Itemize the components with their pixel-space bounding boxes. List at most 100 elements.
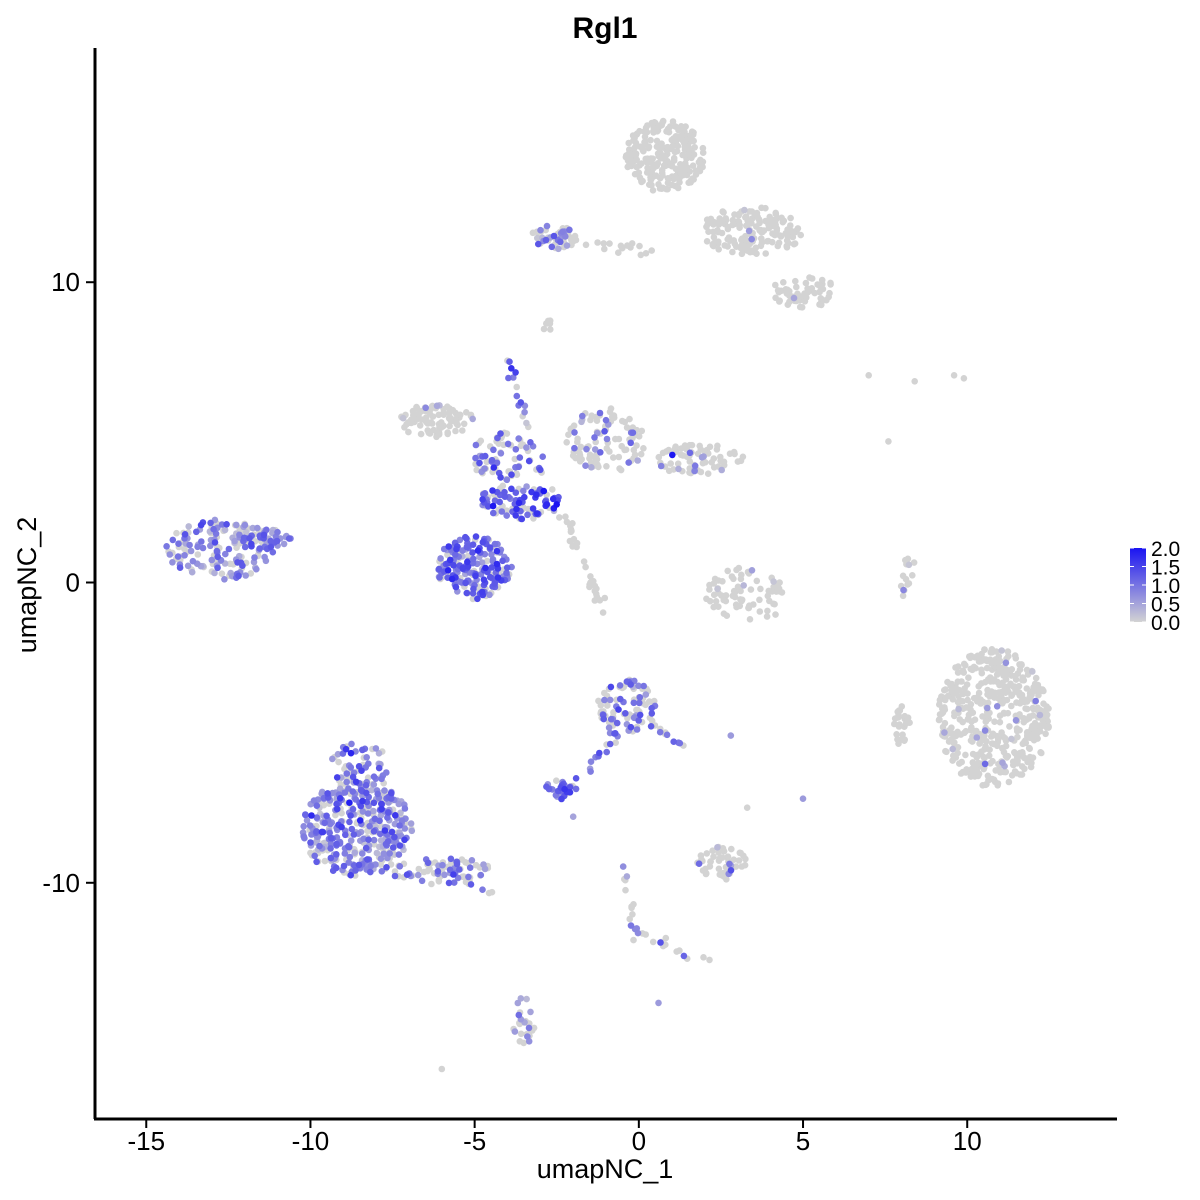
data-point	[435, 878, 443, 885]
data-point	[968, 724, 975, 731]
data-point	[647, 723, 655, 730]
data-point	[535, 240, 542, 248]
data-point	[336, 795, 344, 802]
data-point	[588, 464, 595, 471]
data-point	[720, 209, 727, 216]
data-point	[685, 151, 692, 158]
data-point	[415, 411, 422, 419]
data-point	[1002, 659, 1010, 667]
data-point	[783, 288, 790, 296]
data-point	[348, 825, 356, 833]
data-point	[377, 855, 385, 862]
data-point	[981, 727, 989, 734]
data-point	[473, 466, 481, 474]
data-point	[218, 570, 226, 577]
data-point	[479, 539, 487, 546]
data-point	[729, 216, 737, 224]
data-point	[223, 521, 230, 528]
data-point	[395, 851, 403, 858]
data-point	[689, 162, 697, 169]
data-point	[695, 860, 703, 867]
data-point	[583, 445, 590, 453]
data-point	[674, 460, 682, 468]
data-point	[550, 232, 558, 240]
data-point	[736, 224, 743, 231]
data-point	[185, 523, 192, 530]
data-point	[606, 696, 614, 704]
y-axis-label: umapNC_2	[12, 517, 42, 654]
data-point	[398, 817, 406, 824]
data-point	[478, 588, 486, 596]
data-point	[199, 544, 207, 552]
data-point	[710, 603, 717, 611]
data-point	[981, 760, 989, 768]
data-point	[1008, 735, 1015, 743]
data-point	[349, 773, 357, 781]
data-point	[709, 847, 716, 854]
data-point	[628, 903, 635, 910]
data-point	[433, 433, 440, 441]
data-point	[488, 564, 496, 571]
data-point	[481, 465, 488, 472]
data-point	[1030, 684, 1037, 691]
data-point	[1006, 723, 1013, 730]
data-point	[384, 838, 392, 845]
data-point	[993, 703, 1001, 710]
data-point	[894, 736, 901, 743]
data-point	[1023, 685, 1031, 692]
data-point	[635, 682, 642, 690]
data-point	[521, 493, 528, 501]
data-point	[435, 565, 443, 573]
data-point	[470, 555, 477, 563]
data-point	[515, 1011, 523, 1019]
data-point	[991, 689, 999, 697]
data-point	[484, 503, 492, 510]
data-point	[752, 244, 760, 252]
data-point	[996, 718, 1004, 726]
data-point	[208, 556, 216, 564]
data-point	[490, 464, 498, 471]
data-point	[384, 814, 391, 821]
data-point	[189, 557, 197, 565]
data-point	[955, 705, 962, 713]
data-point	[480, 576, 488, 583]
data-point	[649, 187, 657, 194]
data-point	[273, 537, 281, 545]
data-point	[251, 554, 258, 561]
data-point	[582, 563, 589, 571]
data-point	[682, 123, 689, 130]
data-point	[630, 446, 638, 454]
data-point	[674, 184, 682, 192]
data-point	[762, 250, 769, 257]
data-point	[947, 736, 954, 744]
data-point	[669, 118, 677, 125]
data-point	[699, 149, 707, 156]
data-point	[753, 577, 761, 585]
data-point	[772, 294, 779, 302]
data-point	[900, 586, 907, 594]
data-point	[513, 383, 520, 391]
data-point	[459, 564, 467, 572]
data-point	[243, 529, 250, 536]
data-point	[726, 450, 734, 458]
data-point	[491, 540, 499, 548]
data-point	[497, 474, 504, 481]
data-point	[543, 783, 550, 790]
data-point	[637, 450, 645, 458]
data-point	[210, 525, 217, 533]
data-point	[943, 748, 950, 756]
data-point	[241, 543, 249, 551]
data-point	[367, 862, 375, 870]
data-point	[378, 775, 385, 783]
data-point	[370, 799, 378, 807]
colorbar-tick-label: 1.5	[1151, 557, 1180, 580]
data-point	[786, 298, 793, 306]
data-point	[648, 717, 656, 725]
data-point	[762, 204, 769, 212]
data-point	[640, 128, 648, 135]
data-point	[968, 718, 975, 725]
data-point	[652, 172, 660, 179]
data-point	[358, 767, 365, 774]
data-point	[669, 143, 676, 150]
data-point	[566, 226, 573, 234]
